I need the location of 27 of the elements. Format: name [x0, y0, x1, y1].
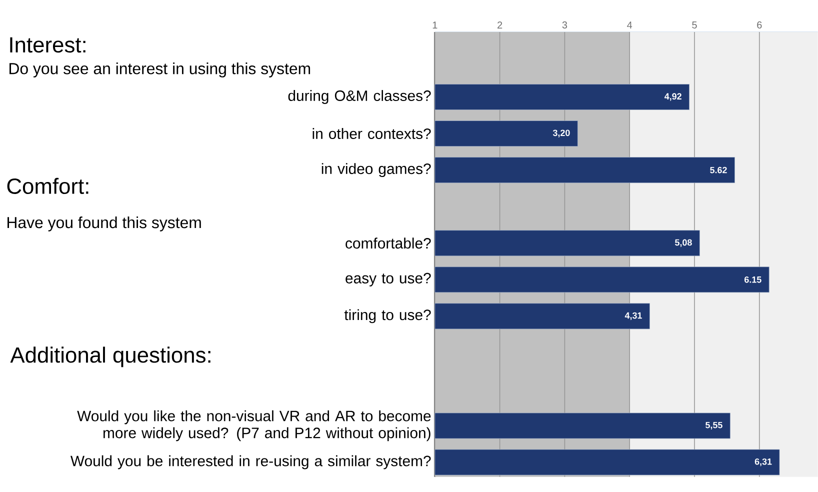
text: Do you see an interest in using this system: [10, 62, 310, 78]
x-tick-label: 4: [627, 22, 632, 29]
data-label: 5,08: [675, 239, 692, 248]
data-label: 6,31: [754, 458, 772, 466]
y-tick-label: Would you be interested in re-using a similar system?: [70, 455, 431, 470]
data-label: 4,92: [664, 93, 682, 101]
y-tick-label: easy to use?: [346, 272, 431, 286]
text: Have you found this system: [8, 216, 201, 232]
data-label: 5.62: [710, 166, 727, 174]
y-tick-label: Would you like the non-visual VR and AR to become more widely used? (P7 and P12 without opinion): [77, 410, 431, 442]
x-tick-label: 3: [562, 21, 568, 29]
y-tick-label: in video games?: [322, 163, 431, 178]
data-label: 5,55: [706, 422, 722, 430]
text: Additional questions:: [10, 346, 210, 368]
data-label: 4,31: [624, 312, 642, 320]
x-tick-label: 5: [692, 22, 697, 29]
data-label: 3,20: [552, 130, 570, 138]
x-tick-label: 6: [757, 21, 762, 29]
y-tick-label: in other contexts?: [312, 128, 431, 140]
text: Comfort:: [7, 178, 88, 194]
x-tick-label: 1: [432, 22, 438, 29]
text: Interest:: [10, 37, 86, 53]
y-tick-label: tiring to use?: [344, 309, 431, 324]
y-tick-label: comfortable?: [346, 238, 431, 249]
y-tick-label: during O&M classes?: [288, 90, 431, 104]
data-label: 6.15: [744, 276, 762, 283]
x-tick-label: 2: [498, 22, 502, 29]
